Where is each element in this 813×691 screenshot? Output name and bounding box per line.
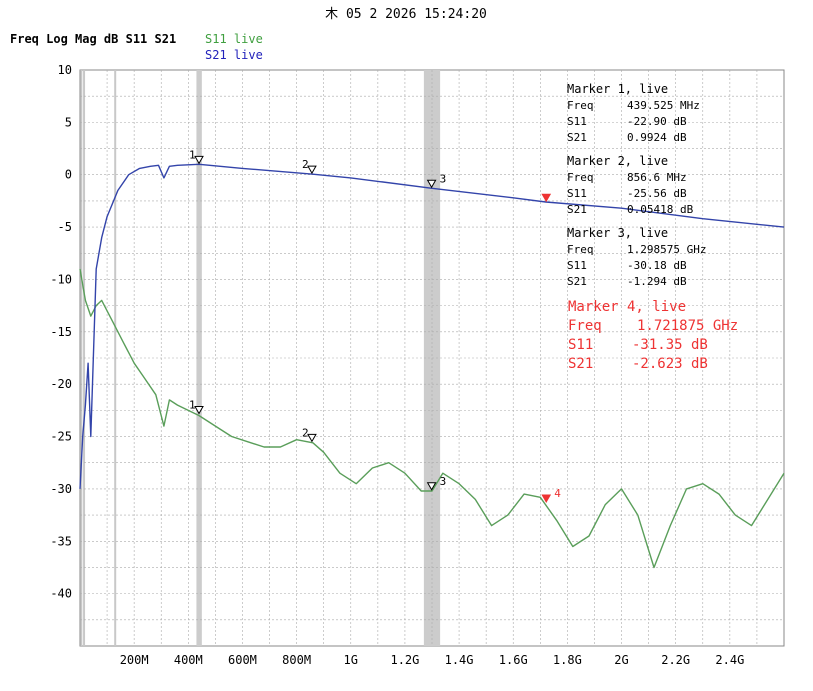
datetime-label: 木 05 2 2026 15:24:20	[325, 7, 487, 22]
y-tick-label: 10	[58, 63, 72, 77]
marker-3-s21-triangle	[426, 179, 437, 189]
marker-2-s11-label: 2	[302, 426, 309, 439]
marker-2-s11-triangle	[307, 433, 317, 443]
x-tick-label: 800M	[282, 653, 311, 667]
marker-3-freq: 1.298575 GHz	[627, 243, 706, 256]
marker-1-s11-label: 1	[189, 399, 196, 412]
chart-format-title: Freq Log Mag dB S11 S21	[10, 32, 176, 46]
y-tick-label: 0	[65, 168, 72, 182]
marker-1-s11-label: S11	[567, 115, 587, 128]
marker-3-s21-label: 3	[440, 172, 447, 185]
marker-1-freq-label: Freq	[567, 99, 594, 112]
marker-band	[196, 70, 202, 646]
marker-2-s11: -25.56 dB	[627, 187, 687, 200]
marker-4-s21-label: S21	[568, 356, 593, 372]
x-tick-label: 400M	[174, 653, 203, 667]
marker-2-title: Marker 2, live	[567, 154, 668, 168]
x-tick-label: 2.4G	[715, 653, 744, 667]
marker-1-freq: 439.525 MHz	[627, 99, 700, 112]
marker-4-s11-triangle	[541, 494, 552, 504]
y-tick-label: -40	[50, 587, 72, 601]
marker-2-s21-label: 2	[302, 158, 309, 171]
marker-2-s21-label: S21	[567, 203, 587, 216]
x-tick-label: 1.8G	[553, 653, 582, 667]
marker-4-title: Marker 4, live	[568, 299, 686, 315]
marker-4-s11: -31.35 dB	[632, 337, 708, 353]
marker-3-s11: -30.18 dB	[627, 259, 687, 272]
y-tick-label: -30	[50, 482, 72, 496]
marker-2-freq-label: Freq	[567, 171, 594, 184]
y-tick-label: 5	[65, 115, 72, 129]
s21-trace	[79, 163, 785, 489]
marker-2-s21: 0.05418 dB	[627, 203, 694, 216]
marker-1-s11: -22.90 dB	[627, 115, 687, 128]
marker-4-s21: -2.623 dB	[632, 356, 708, 372]
marker-1-s21-triangle	[194, 155, 204, 165]
marker-1-s21-label: S21	[567, 131, 587, 144]
x-tick-label: 1G	[344, 653, 358, 667]
marker-3-s11-triangle	[426, 482, 437, 491]
marker-3-title: Marker 3, live	[567, 226, 668, 240]
marker-4-s11-label: S11	[568, 337, 593, 353]
x-tick-label: 2G	[614, 653, 628, 667]
marker-1-title: Marker 1, live	[567, 82, 668, 96]
marker-3-freq-label: Freq	[567, 243, 594, 256]
s11-trace	[79, 268, 785, 569]
marker-3-s11-label: S11	[567, 259, 587, 272]
x-tick-label: 1.6G	[499, 653, 528, 667]
marker-3-s21: -1.294 dB	[627, 275, 687, 288]
x-tick-label: 200M	[120, 653, 149, 667]
x-tick-label: 2.2G	[661, 653, 690, 667]
marker-1-s21-label: 1	[189, 148, 196, 161]
x-tick-label: 600M	[228, 653, 257, 667]
y-tick-label: -15	[50, 325, 72, 339]
marker-2-s21-triangle	[307, 165, 317, 175]
marker-1-s11-triangle	[194, 406, 204, 415]
marker-4-s21-triangle	[541, 193, 552, 203]
marker-3-s21-label: S21	[567, 275, 587, 288]
y-tick-label: -20	[50, 377, 72, 391]
x-tick-label: 1.4G	[445, 653, 474, 667]
x-tick-label: 1.2G	[390, 653, 419, 667]
y-tick-label: -5	[58, 220, 72, 234]
legend-s11: S11 live	[205, 32, 263, 46]
y-tick-label: -10	[50, 272, 72, 286]
marker-4-freq: 1.721875 GHz	[637, 318, 738, 334]
marker-4-s11-label: 4	[554, 487, 561, 500]
y-tick-label: -35	[50, 534, 72, 548]
legend-s21: S21 live	[205, 48, 263, 62]
marker-2-freq: 856.6 MHz	[627, 171, 687, 184]
y-tick-label: -25	[50, 430, 72, 444]
marker-1-s21: 0.9924 dB	[627, 131, 687, 144]
marker-2-s11-label: S11	[567, 187, 587, 200]
marker-3-s11-label: 3	[440, 475, 447, 488]
marker-4-freq-label: Freq	[568, 318, 602, 334]
